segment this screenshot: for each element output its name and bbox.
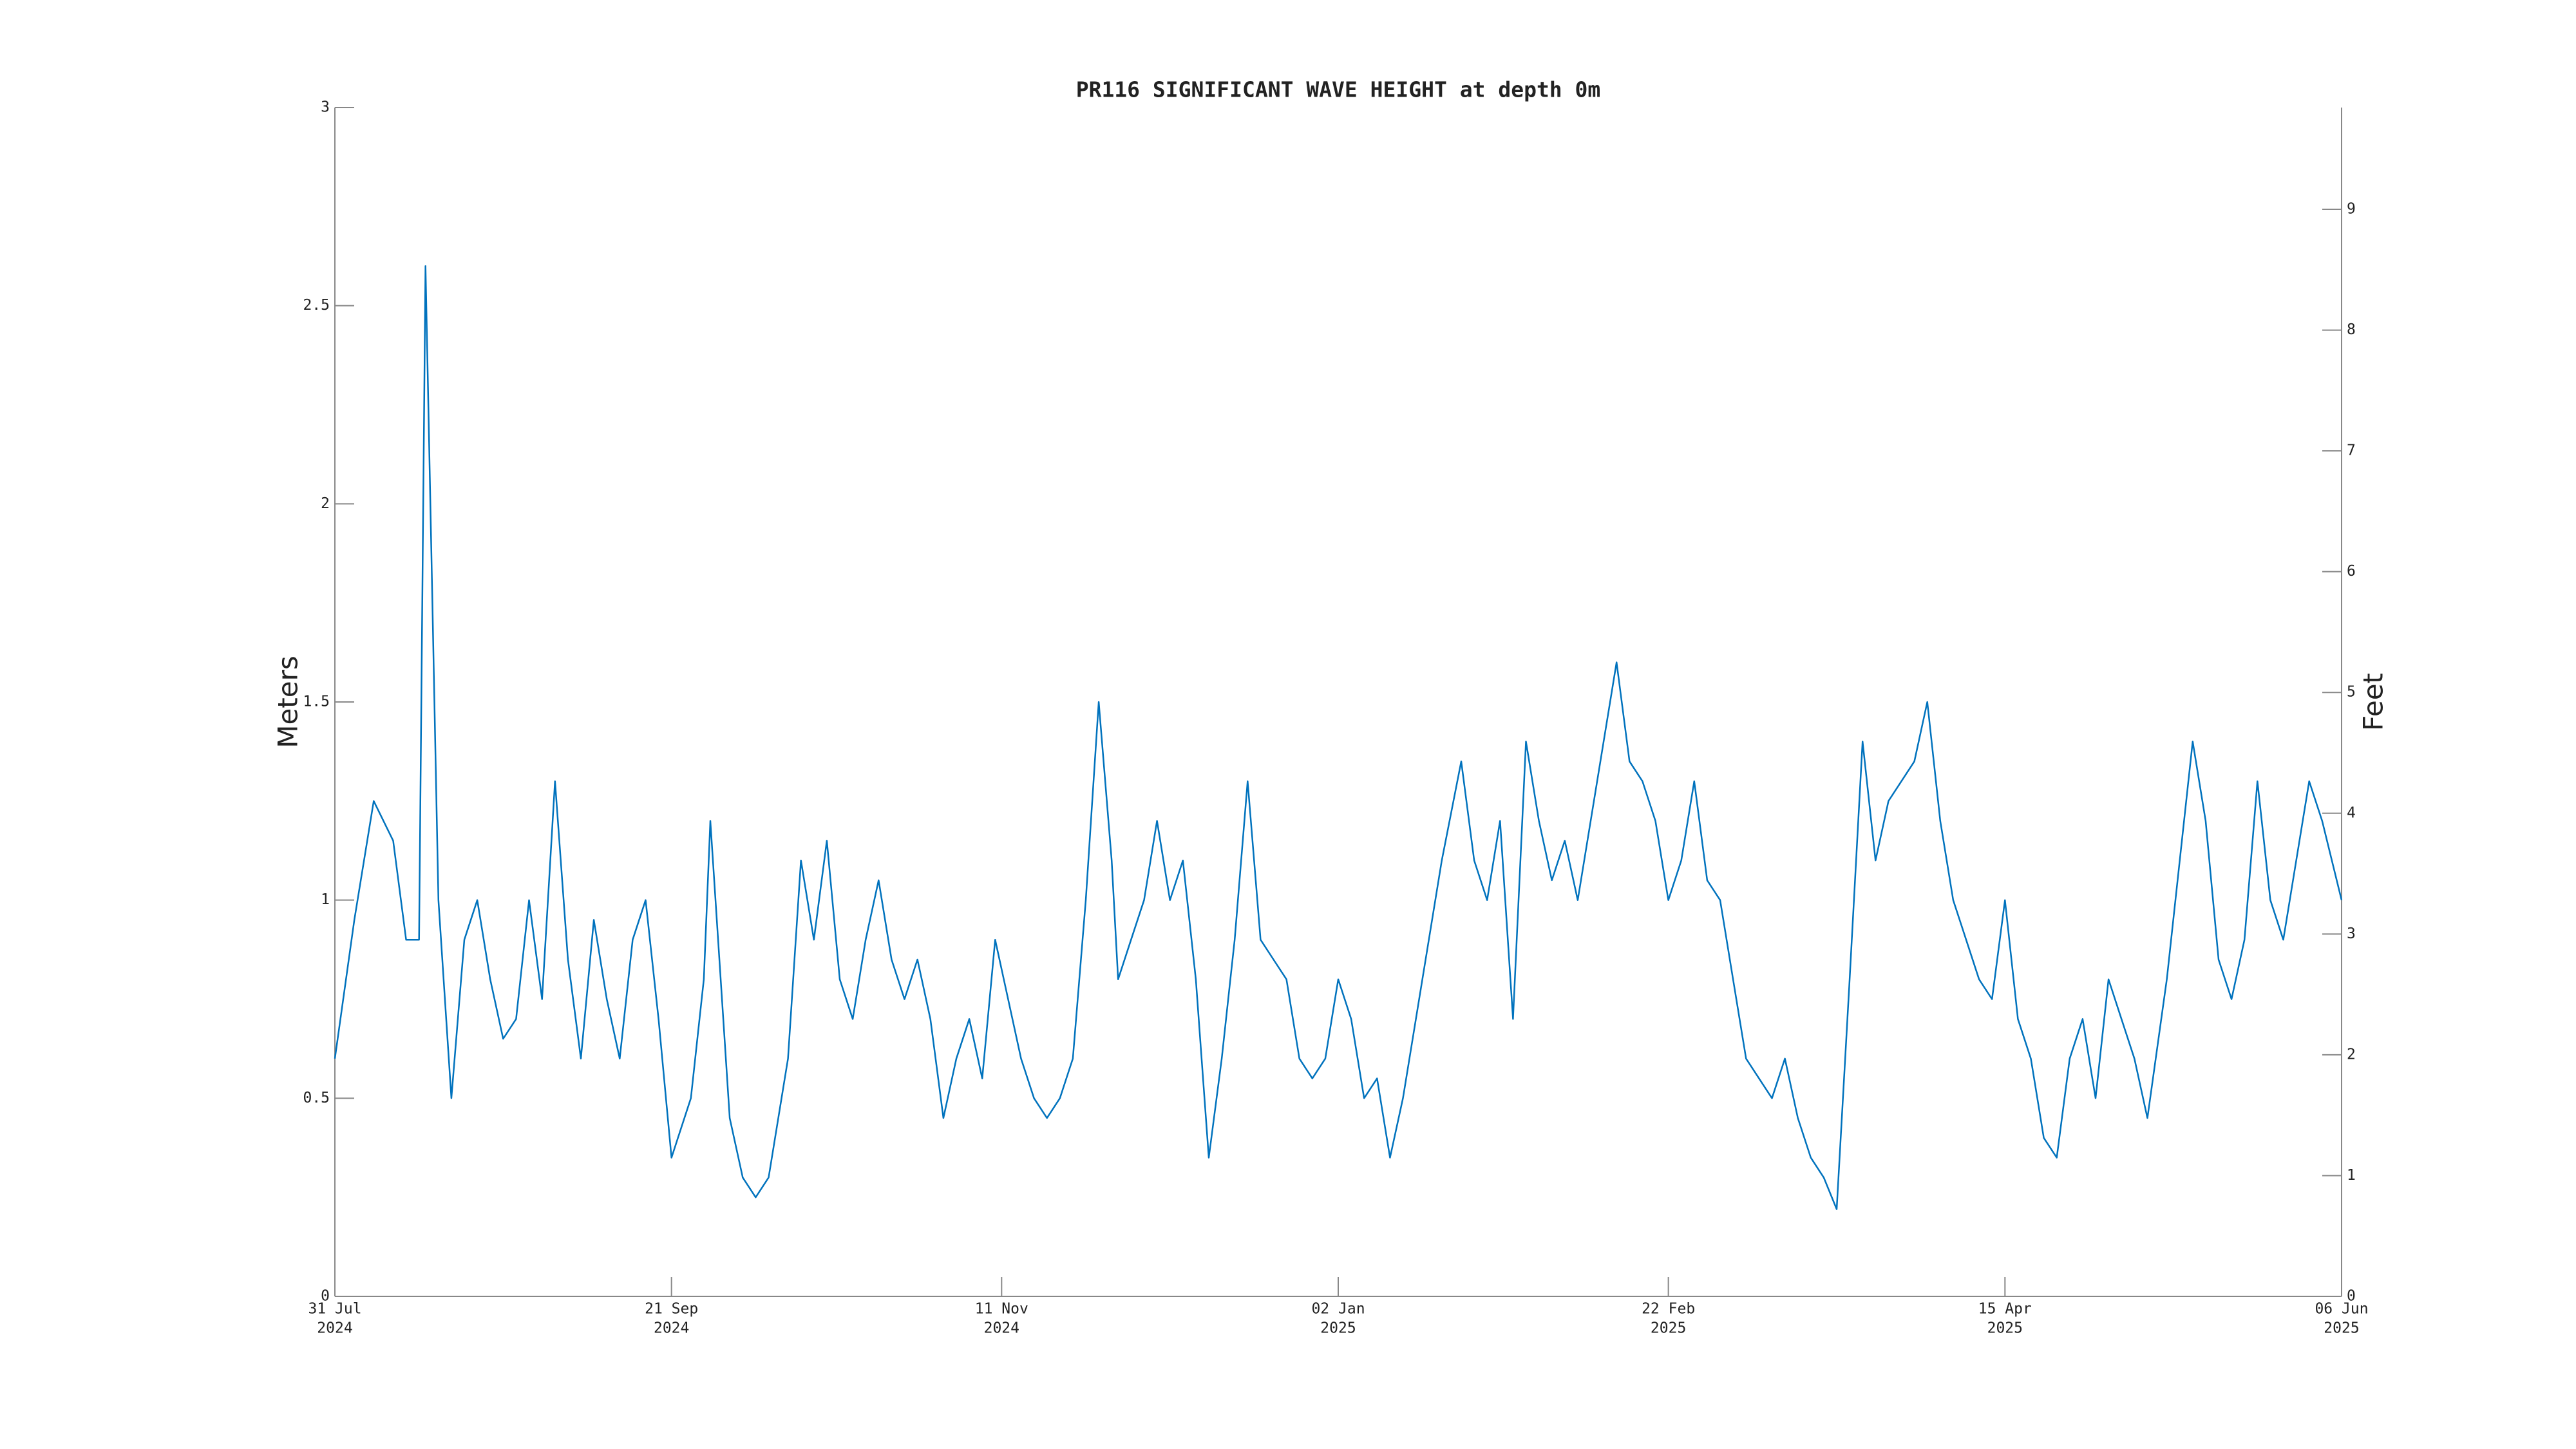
- chart-title: PR116 SIGNIFICANT WAVE HEIGHT at depth 0…: [1076, 77, 1601, 102]
- y-tick-label: 0: [321, 1288, 330, 1305]
- y2-tick-label: 8: [2347, 321, 2356, 338]
- x-tick-label: 2024: [317, 1320, 352, 1337]
- x-tick-label: 21 Sep: [645, 1301, 698, 1318]
- y2-tick-label: 5: [2347, 684, 2356, 701]
- x-tick-label: 11 Nov: [975, 1301, 1028, 1318]
- x-tick-label: 15 Apr: [1978, 1301, 2032, 1318]
- x-tick-label: 31 Jul: [308, 1301, 361, 1318]
- y-tick-label: 0.5: [303, 1090, 330, 1106]
- y-tick-label: 1.5: [303, 694, 330, 710]
- y-tick-label: 2.5: [303, 297, 330, 314]
- y2-tick-label: 1: [2347, 1167, 2356, 1184]
- y2-tick-label: 4: [2347, 804, 2356, 821]
- x-tick-label: 06 Jun: [2315, 1301, 2368, 1318]
- y-tick-label: 2: [321, 495, 330, 512]
- x-tick-label: 2025: [2324, 1320, 2359, 1337]
- y2-axis-label: Feet: [2358, 673, 2389, 731]
- y-axis-label: Meters: [272, 656, 304, 748]
- y2-tick-label: 7: [2347, 442, 2356, 459]
- y2-tick-label: 0: [2347, 1288, 2356, 1305]
- x-tick-label: 2025: [1987, 1320, 2023, 1337]
- x-tick-label: 2025: [1651, 1320, 1686, 1337]
- x-tick-label: 2024: [654, 1320, 689, 1337]
- y2-tick-label: 6: [2347, 563, 2356, 580]
- x-tick-label: 2024: [984, 1320, 1019, 1337]
- y2-tick-label: 2: [2347, 1046, 2356, 1063]
- y-tick-label: 3: [321, 99, 330, 116]
- data-line: [334, 265, 2343, 1210]
- y2-tick-label: 9: [2347, 201, 2356, 218]
- y-tick-label: 1: [321, 891, 330, 908]
- y2-tick-label: 3: [2347, 925, 2356, 942]
- x-tick-label: 2025: [1320, 1320, 1356, 1337]
- x-tick-label: 02 Jan: [1311, 1301, 1365, 1318]
- x-tick-label: 22 Feb: [1642, 1301, 1695, 1318]
